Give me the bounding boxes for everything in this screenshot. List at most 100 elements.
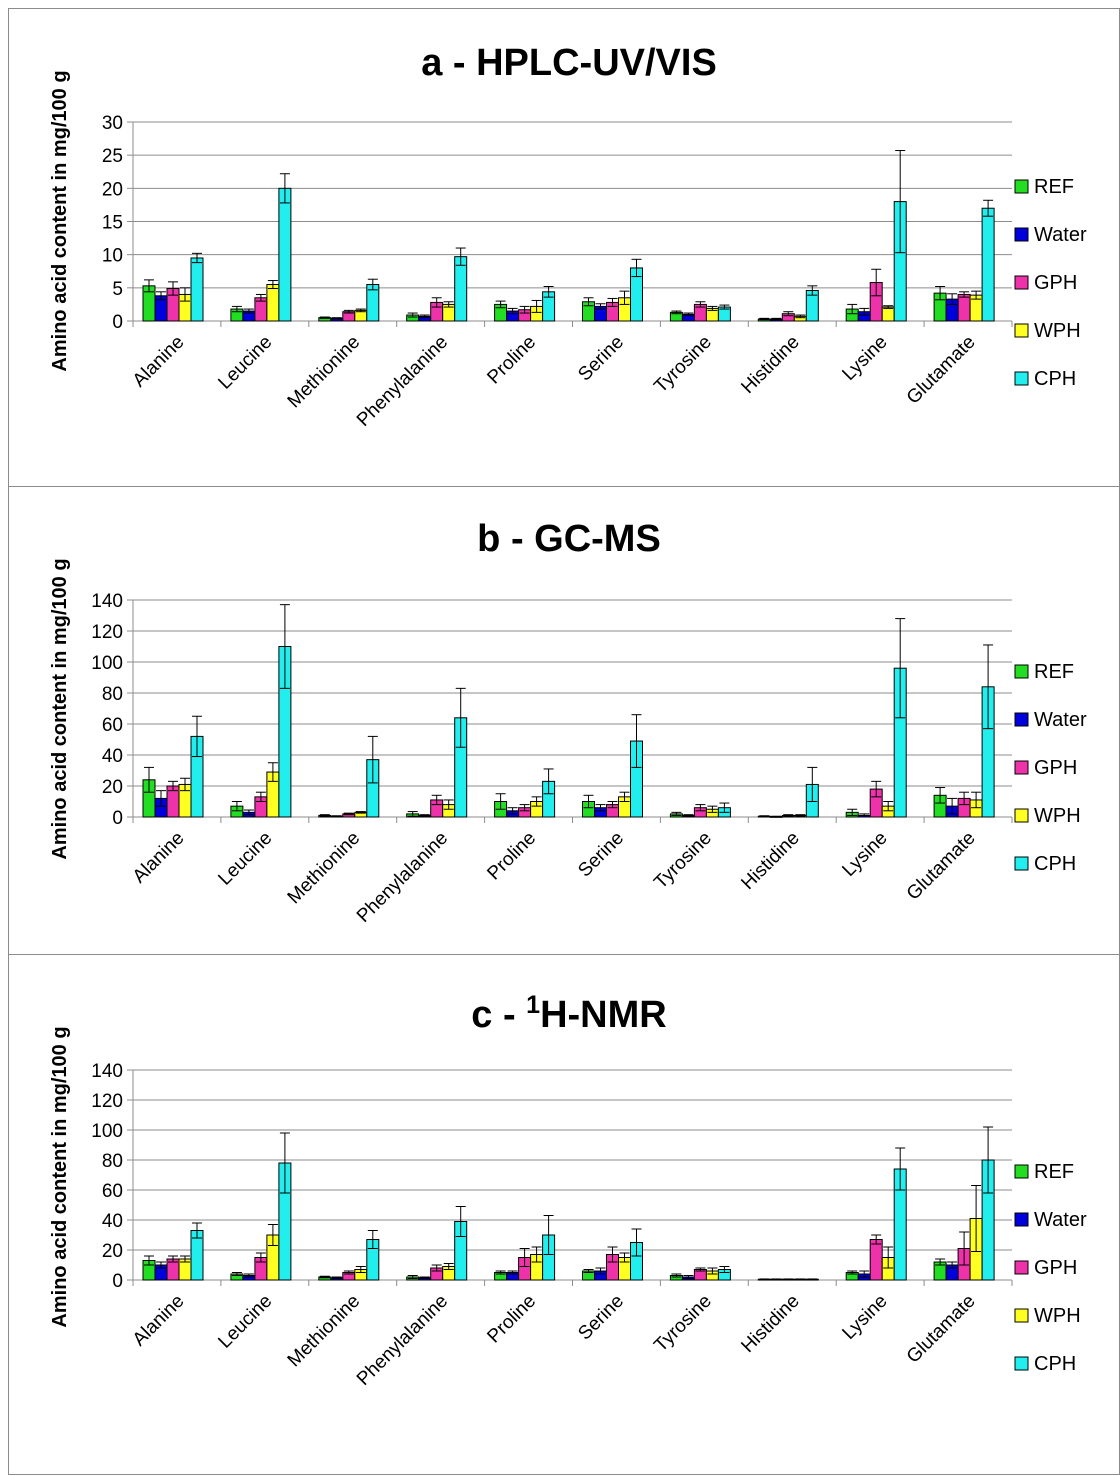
chart-a-x-tick-label: Glutamate xyxy=(903,332,980,409)
chart-c-legend-label: Water xyxy=(1034,1209,1087,1231)
chart-b-y-axis-label: Amino acid content in mg/100 g xyxy=(49,558,71,859)
chart-c-x-tick-label: Serine xyxy=(574,1291,628,1345)
chart-c-y-tick-label: 120 xyxy=(91,1091,123,1112)
chart-b-x-tick-label: Serine xyxy=(574,828,628,882)
chart-a-bar xyxy=(190,257,204,322)
chart-c-x-tick-label: Histidine xyxy=(737,1291,803,1357)
chart-c-title: c - 1H-NMR xyxy=(471,991,666,1036)
chart-c-legend-label: GPH xyxy=(1034,1257,1077,1279)
chart-b-x-tick-label: Histidine xyxy=(737,828,803,894)
chart-a-legend-swatch xyxy=(1014,179,1029,194)
chart-a-x-tick-label: Alanine xyxy=(129,332,189,392)
chart-a-x-tick-label: Serine xyxy=(574,332,628,386)
chart-b: b - GC-MS Amino acid content in mg/100 g 0… xyxy=(49,518,1087,927)
chart-c-legend-label: REF xyxy=(1034,1161,1074,1183)
chart-b-y-tick-label: 40 xyxy=(102,746,123,767)
chart-b-title: b - GC-MS xyxy=(477,518,661,560)
chart-b-x-tick-label: Glutamate xyxy=(903,828,980,905)
chart-b-y-tick-label: 120 xyxy=(91,622,123,643)
chart-b-y-tick-label: 80 xyxy=(102,684,123,705)
chart-a-title: a - HPLC-UV/VIS xyxy=(421,42,717,84)
chart-b-y-tick-label: 20 xyxy=(102,777,123,798)
chart-c-legend-swatch xyxy=(1014,1308,1029,1323)
chart-a-bar xyxy=(266,284,280,322)
chart-b-legend-label: CPH xyxy=(1034,853,1076,875)
chart-a-legend-label: Water xyxy=(1034,224,1087,246)
chart-c-legend-swatch xyxy=(1014,1260,1029,1275)
chart-a-bar xyxy=(278,187,292,322)
chart-c-legend-label: CPH xyxy=(1034,1353,1076,1375)
chart-c-y-tick-label: 140 xyxy=(91,1061,123,1082)
chart-panel-b: b - GC-MS Amino acid content in mg/100 g 0… xyxy=(8,486,1120,955)
chart-a-bar xyxy=(881,306,895,322)
chart-b-legend-label: REF xyxy=(1034,661,1074,683)
chart-c-x-tick-label: Proline xyxy=(483,1291,540,1348)
chart-a-x-tick-label: Tyrosine xyxy=(650,332,716,398)
chart-a-x-tick-label: Methionine xyxy=(284,332,365,413)
chart-b-legend-swatch xyxy=(1014,664,1029,679)
chart-b-legend-swatch xyxy=(1014,808,1029,823)
chart-b-legend-label: WPH xyxy=(1034,805,1081,827)
chart-b-x-tick-label: Leucine xyxy=(214,828,276,890)
chart-c-legend-label: WPH xyxy=(1034,1305,1081,1327)
chart-c-bar xyxy=(869,1239,883,1281)
chart-a-y-tick-label: 30 xyxy=(102,113,123,134)
chart-a-legend-label: REF xyxy=(1034,176,1074,198)
chart-a-x-tick-label: Histidine xyxy=(737,332,803,398)
chart-b-y-tick-label: 100 xyxy=(91,653,123,674)
chart-b-x-tick-label: Tyrosine xyxy=(650,828,716,894)
chart-a-legend-swatch xyxy=(1014,275,1029,290)
chart-a-legend-label: WPH xyxy=(1034,320,1081,342)
chart-c-legend-swatch xyxy=(1014,1356,1029,1371)
chart-a-legend-label: GPH xyxy=(1034,272,1077,294)
chart-c-y-tick-label: 80 xyxy=(102,1151,123,1172)
chart-c-y-axis-label: Amino acid content in mg/100 g xyxy=(49,1026,71,1327)
chart-a-y-tick-label: 10 xyxy=(102,246,123,267)
chart-a-legend-swatch xyxy=(1014,227,1029,242)
chart-a-legend-label: CPH xyxy=(1034,368,1076,390)
chart-c-y-tick-label: 0 xyxy=(112,1271,123,1292)
chart-b-y-tick-label: 60 xyxy=(102,715,123,736)
chart-a-x-tick-label: Leucine xyxy=(214,332,276,394)
chart-b-x-tick-label: Proline xyxy=(483,828,540,885)
chart-a-y-tick-label: 20 xyxy=(102,179,123,200)
chart-c-legend-swatch xyxy=(1014,1212,1029,1227)
chart-a-y-tick-label: 15 xyxy=(102,213,123,234)
chart-c-x-tick-label: Lysine xyxy=(838,1291,891,1344)
chart-a-bar xyxy=(981,207,995,322)
chart-b-x-tick-label: Methionine xyxy=(284,828,365,909)
chart-panel-c: c - 1H-NMR Amino acid content in mg/100 g… xyxy=(8,954,1120,1475)
chart-b-x-tick-label: Phenylalanine xyxy=(353,828,452,927)
chart-a-bar xyxy=(957,293,971,322)
chart-a-legend-swatch xyxy=(1014,323,1029,338)
chart-c-x-tick-label: Alanine xyxy=(129,1291,189,1351)
chart-b-legend-label: Water xyxy=(1034,709,1087,731)
chart-b-x-tick-label: Alanine xyxy=(129,828,189,888)
chart-a-x-tick-label: Lysine xyxy=(838,332,891,385)
chart-c-y-tick-label: 100 xyxy=(91,1121,123,1142)
chart-c-x-tick-label: Glutamate xyxy=(903,1291,980,1368)
chart-c-y-tick-label: 20 xyxy=(102,1241,123,1262)
chart-c-legend-swatch xyxy=(1014,1164,1029,1179)
chart-c-x-tick-label: Phenylalanine xyxy=(353,1291,452,1390)
chart-a-y-tick-label: 0 xyxy=(112,312,123,333)
chart-a-bar xyxy=(454,256,468,322)
chart-c-x-tick-label: Leucine xyxy=(214,1291,276,1353)
chart-a-y-tick-label: 25 xyxy=(102,146,123,167)
chart-b-y-tick-label: 0 xyxy=(112,808,123,829)
chart-c-x-tick-label: Tyrosine xyxy=(650,1291,716,1357)
chart-a: a - HPLC-UV/VIS Amino acid content in mg/… xyxy=(49,42,1087,431)
chart-a-y-tick-label: 5 xyxy=(112,279,123,300)
chart-b-legend-swatch xyxy=(1014,856,1029,871)
chart-a-x-tick-label: Phenylalanine xyxy=(353,332,452,431)
chart-b-x-tick-label: Lysine xyxy=(838,828,891,881)
chart-b-legend-swatch xyxy=(1014,712,1029,727)
chart-b-legend-swatch xyxy=(1014,760,1029,775)
chart-c-x-tick-label: Methionine xyxy=(284,1291,365,1372)
chart-b-y-tick-label: 140 xyxy=(91,591,123,612)
chart-a-legend-swatch xyxy=(1014,371,1029,386)
chart-a-x-tick-label: Proline xyxy=(483,332,540,389)
chart-c-y-tick-label: 40 xyxy=(102,1211,123,1232)
chart-b-legend-label: GPH xyxy=(1034,757,1077,779)
chart-c: c - 1H-NMR Amino acid content in mg/100 g… xyxy=(49,991,1087,1390)
